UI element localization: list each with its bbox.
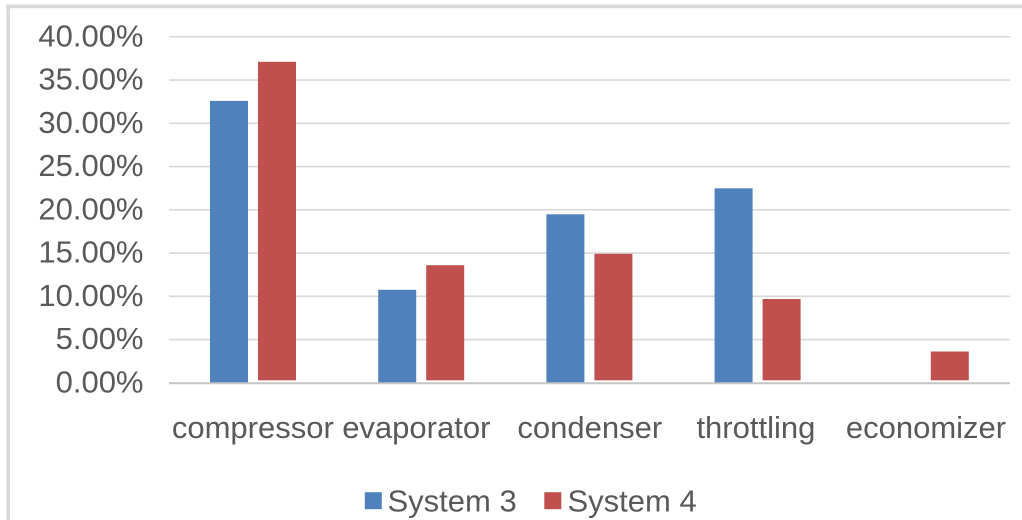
svg-text:compressor: compressor	[172, 410, 334, 445]
svg-text:condenser: condenser	[517, 410, 662, 445]
svg-text:0.00%: 0.00%	[56, 364, 144, 399]
svg-text:evaporator: evaporator	[342, 410, 490, 445]
svg-text:economizer: economizer	[846, 410, 1006, 445]
svg-text:20.00%: 20.00%	[38, 191, 143, 226]
svg-text:throttling: throttling	[696, 410, 815, 445]
svg-text:15.00%: 15.00%	[38, 235, 143, 270]
svg-text:5.00%: 5.00%	[56, 321, 144, 356]
svg-text:System 3: System 3	[388, 484, 517, 519]
svg-text:10.00%: 10.00%	[38, 278, 143, 313]
svg-text:30.00%: 30.00%	[38, 105, 143, 140]
svg-text:40.00%: 40.00%	[38, 18, 143, 53]
svg-text:25.00%: 25.00%	[38, 148, 143, 183]
svg-text:System 4: System 4	[568, 484, 697, 519]
svg-text:35.00%: 35.00%	[38, 62, 143, 97]
